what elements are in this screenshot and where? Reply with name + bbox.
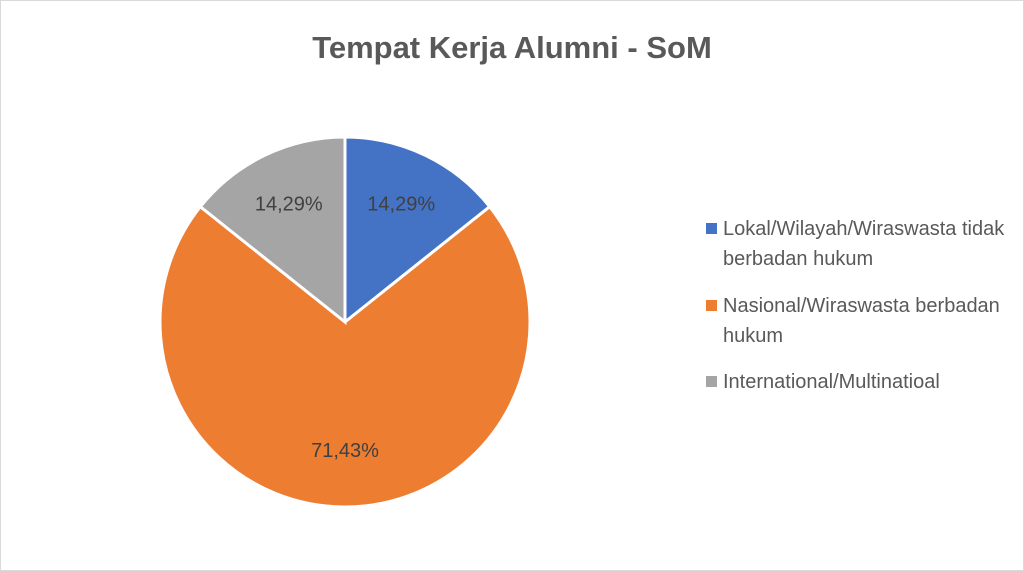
- pie-slice: [198, 135, 347, 326]
- legend-swatch: [706, 376, 717, 387]
- legend-entry: Lokal/Wilayah/Wiraswasta tidak berbadan …: [706, 214, 1006, 274]
- chart-title: Tempat Kerja Alumni - SoM: [312, 30, 712, 65]
- legend-label: Nasional/Wiraswasta berbadan hukum: [723, 295, 1000, 347]
- data-label: 71,43%: [311, 440, 379, 462]
- legend-entry: Nasional/Wiraswasta berbadan hukum: [706, 291, 1006, 351]
- legend-swatch: [706, 223, 717, 234]
- legend-entry: International/Multinatioal: [706, 367, 1006, 397]
- pie-slice: [158, 204, 532, 509]
- legend-label: International/Multinatioal: [723, 371, 940, 393]
- data-label: 14,29%: [367, 194, 435, 216]
- data-label: 14,29%: [255, 194, 323, 216]
- pie-slice: [343, 135, 492, 326]
- legend-label: Lokal/Wilayah/Wiraswasta tidak berbadan …: [723, 218, 1005, 270]
- legend-swatch: [706, 300, 717, 311]
